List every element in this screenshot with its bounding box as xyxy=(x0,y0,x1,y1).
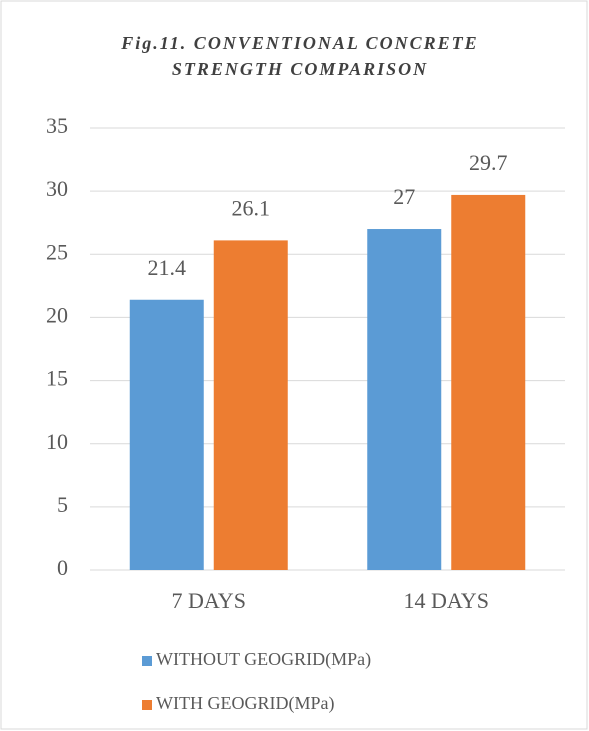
y-tick-label: 5 xyxy=(57,492,68,517)
y-tick-label: 20 xyxy=(46,302,68,327)
y-tick-label: 10 xyxy=(46,429,68,454)
data-label: 29.7 xyxy=(469,150,508,175)
legend-label: WITHOUT GEOGRID(MPa) xyxy=(156,649,371,670)
data-label: 26.1 xyxy=(232,195,271,220)
chart-title: Fig.11. CONVENTIONAL CONCRETE STRENGTH C… xyxy=(121,33,479,79)
data-label: 21.4 xyxy=(148,255,187,280)
y-tick-label: 35 xyxy=(46,113,68,138)
bar xyxy=(213,240,288,570)
y-tick-label: 30 xyxy=(46,176,68,201)
x-tick-label: 14 DAYS xyxy=(404,588,489,613)
bar xyxy=(129,299,204,570)
data-label: 27 xyxy=(393,184,415,209)
x-tick-label: 7 DAYS xyxy=(172,588,246,613)
bar xyxy=(451,194,526,570)
y-tick-label: 15 xyxy=(46,366,68,391)
bar xyxy=(367,229,442,570)
y-tick-label: 0 xyxy=(57,555,68,580)
legend-swatch xyxy=(142,700,152,710)
legend-label: WITH GEOGRID(MPa) xyxy=(156,693,334,714)
y-tick-label: 25 xyxy=(46,239,68,264)
legend-swatch xyxy=(142,656,152,666)
